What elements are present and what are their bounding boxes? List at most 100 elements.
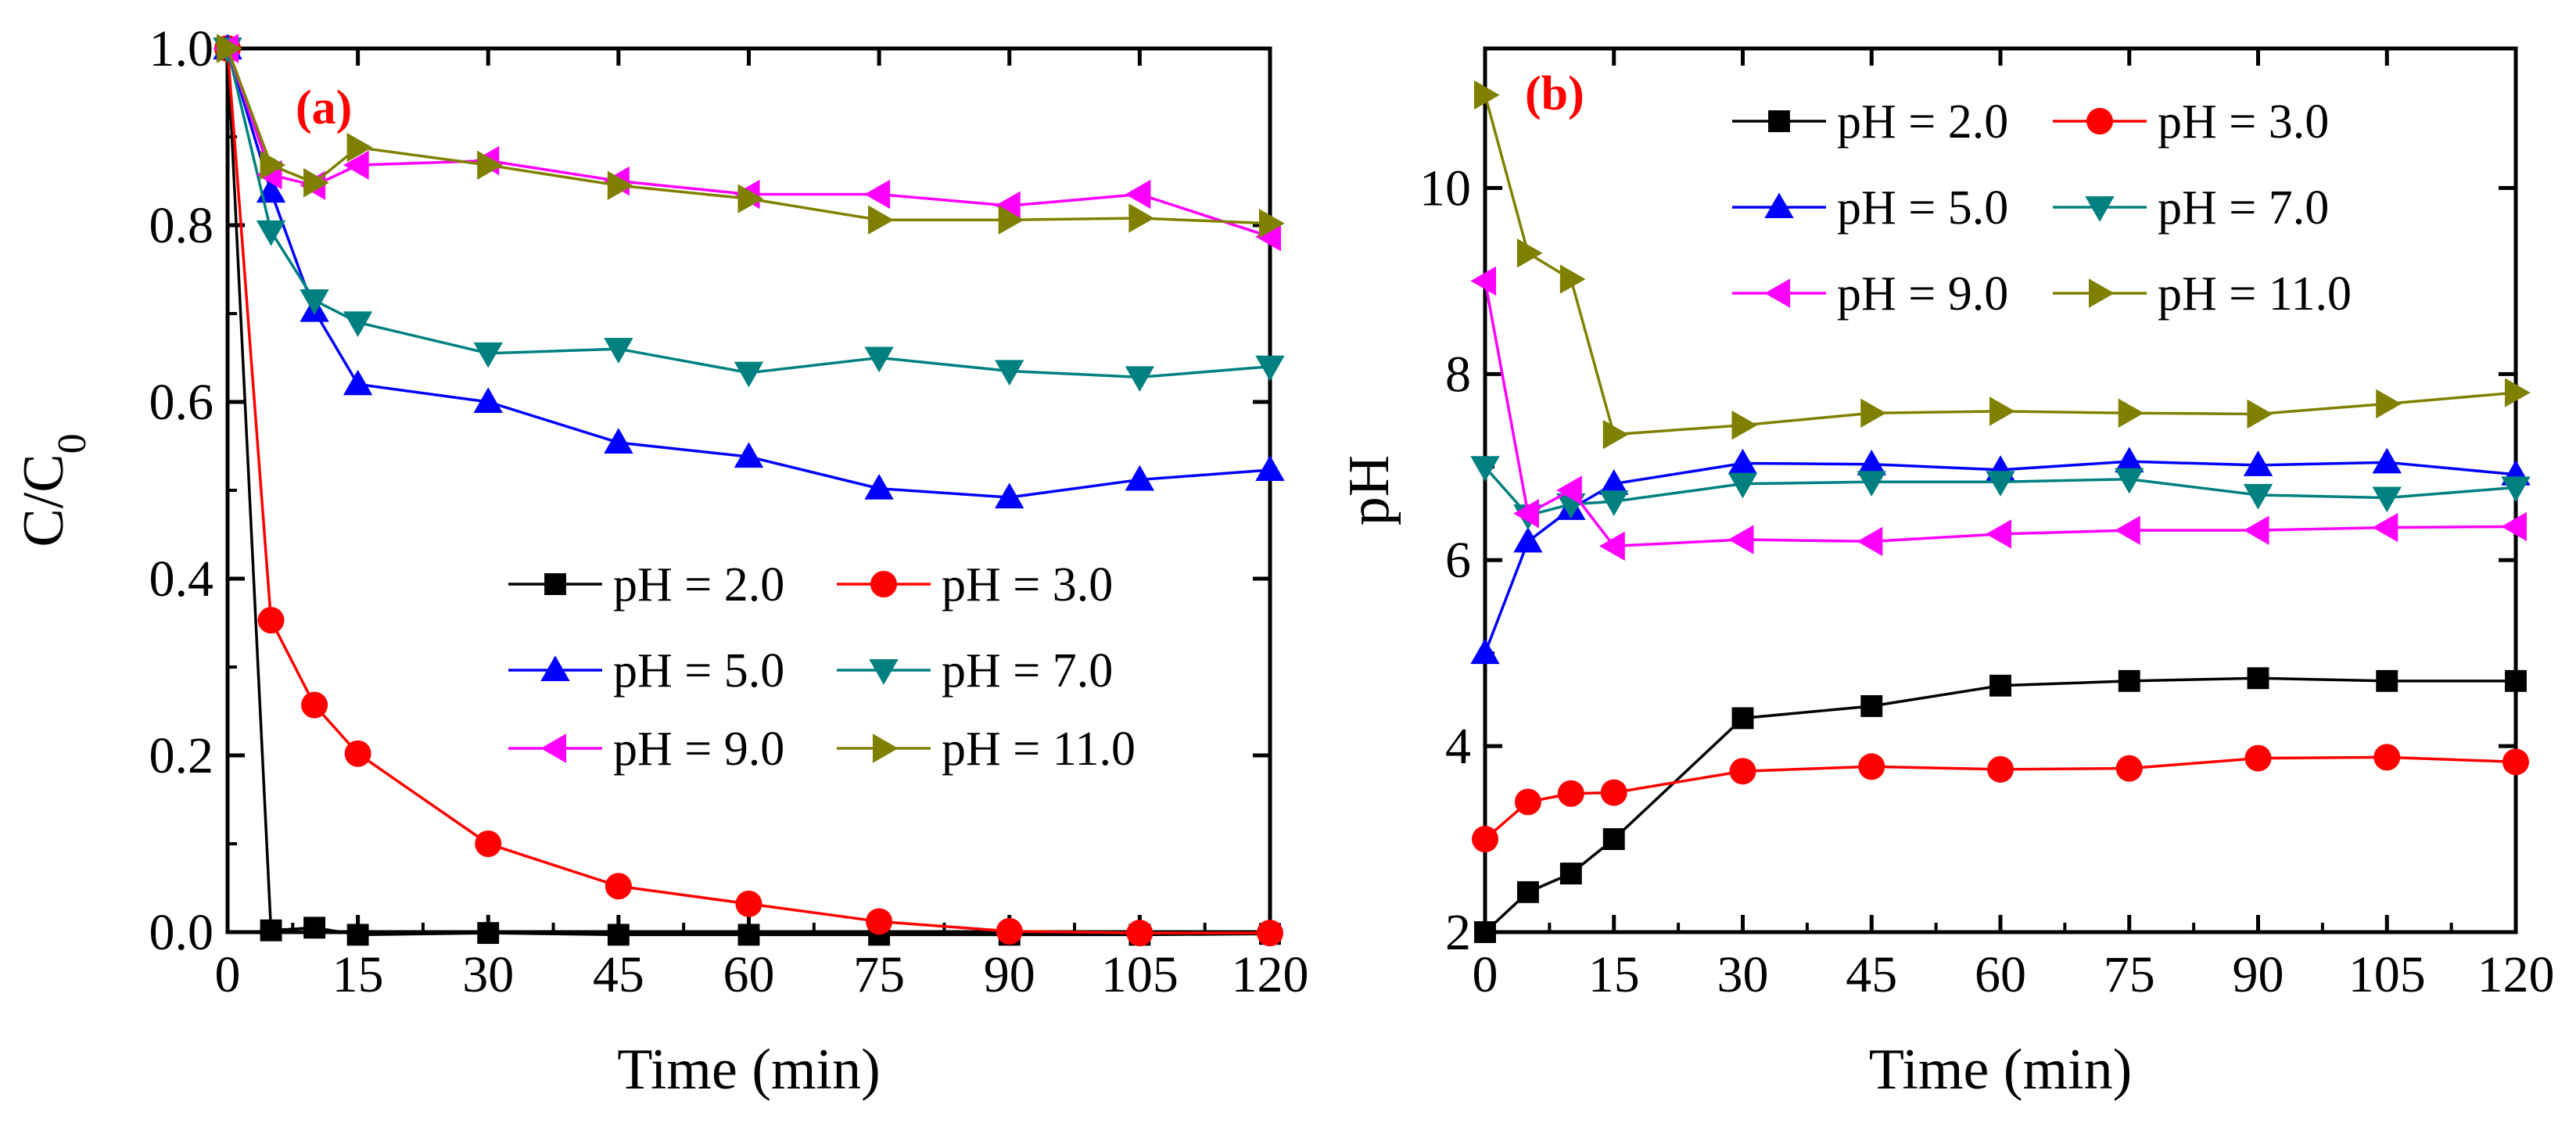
data-point [1860,695,1883,717]
data-point [2505,669,2527,692]
data-point [2372,486,2402,513]
legend-marker [872,733,899,763]
data-point [260,919,282,942]
data-point [2501,511,2528,542]
legend-marker [1764,278,1791,308]
legend-label: pH = 3.0 [942,558,1113,612]
series-line [226,48,1271,499]
data-point [1559,264,1586,294]
y-axis-title-base: pH [1337,455,1401,525]
data-point [1731,411,1758,440]
series-line [226,48,1271,937]
data-point [1599,531,1625,561]
data-point [1255,221,1282,252]
legend-item: pH = 2.0 [508,558,784,612]
x-tick-label: 30 [1717,946,1769,1003]
x-tick-label: 0 [1473,946,1498,1003]
data-point [256,220,286,246]
data-point [2504,378,2531,407]
y-axis-title: C/C0 [12,433,95,547]
data-point [1470,638,1500,665]
legend-marker [540,733,567,763]
data-point [1128,203,1155,233]
series-9-0 [1470,266,2528,561]
x-tick-label: 30 [462,946,514,1003]
x-tick-label: 105 [1101,946,1179,1003]
data-point [1513,526,1543,553]
y-tick-label: 0.4 [149,551,214,608]
data-point [1602,419,1629,450]
data-point [2247,399,2273,429]
data-point [734,361,764,388]
data-point [2243,450,2273,476]
x-tick-label: 120 [2477,946,2555,1003]
series-line [226,48,1271,239]
x-tick-label: 60 [723,946,775,1003]
x-tick-label: 60 [1975,946,2026,1003]
data-point [1727,472,1758,499]
x-tick-label: 15 [332,946,384,1003]
data-point [1258,209,1285,239]
x-axis-title: Time (min) [617,1038,880,1102]
data-point [473,342,503,368]
data-point [2115,515,2140,545]
data-point [303,168,329,198]
data-point [1257,920,1283,947]
data-point [604,338,633,364]
x-tick-label: 90 [2233,946,2284,1003]
data-point [2118,669,2140,692]
legend-item: pH = 7.0 [2053,181,2329,235]
chart-panel-a: 0 15 30 45 60 75 90 105 120 0.0 0.2 0.4 0.6 0.8 1.0 Tim… [12,20,1309,1102]
data-point [1473,80,1500,110]
data-point [343,150,369,180]
y-tick-label: 4 [1445,718,1471,775]
legend-marker [1768,110,1790,132]
y-tick-label: 0.2 [149,727,214,784]
data-point [1731,707,1754,730]
data-point [995,360,1024,386]
data-point [864,474,894,500]
data-point [1858,753,1885,780]
y-tick-label: 0.8 [149,197,214,254]
data-point [344,740,371,767]
data-point [864,346,894,373]
data-point [2115,755,2143,782]
legend-item: pH = 3.0 [837,558,1113,612]
data-point [1600,779,1627,806]
legend-marker [1764,192,1794,219]
data-point [343,369,373,396]
data-point [996,917,1023,945]
legend-label: pH = 9.0 [613,723,784,776]
legend-item: pH = 9.0 [1732,267,2008,321]
legend-marker [869,658,899,685]
data-point [1599,468,1629,495]
data-point [1989,396,2015,426]
data-point [1857,471,1886,497]
data-point [473,387,503,414]
y-tick-label: 2 [1445,904,1471,961]
data-point [343,311,373,337]
data-point [477,922,500,945]
legend: pH = 2.0 pH = 3.0 pH = 5.0 pH = 7.0 pH = 9.0… [508,558,1136,776]
legend-label: pH = 5.0 [1837,181,2008,235]
series-11-0 [216,34,1285,239]
data-point [737,184,764,213]
legend-label: pH = 9.0 [1837,267,2008,321]
legend: pH = 2.0 pH = 3.0 pH = 5.0 pH = 7.0 pH = 9.0… [1732,95,2352,321]
panel-label: (a) [296,81,352,135]
legend-label: pH = 11.0 [2158,267,2352,321]
data-point [998,205,1024,235]
data-point [346,132,373,163]
data-point [1255,355,1285,382]
data-point [1125,464,1155,491]
legend-label: pH = 2.0 [1837,95,2008,149]
data-point [1599,490,1629,516]
data-point [2376,389,2402,419]
legend-item: pH = 2.0 [1732,95,2008,149]
legend-label: pH = 5.0 [613,644,784,698]
data-point [1472,826,1498,853]
x-tick-label: 0 [215,946,241,1003]
data-point [734,442,764,468]
series-3-0 [1472,744,2529,853]
data-point [1514,788,1541,816]
